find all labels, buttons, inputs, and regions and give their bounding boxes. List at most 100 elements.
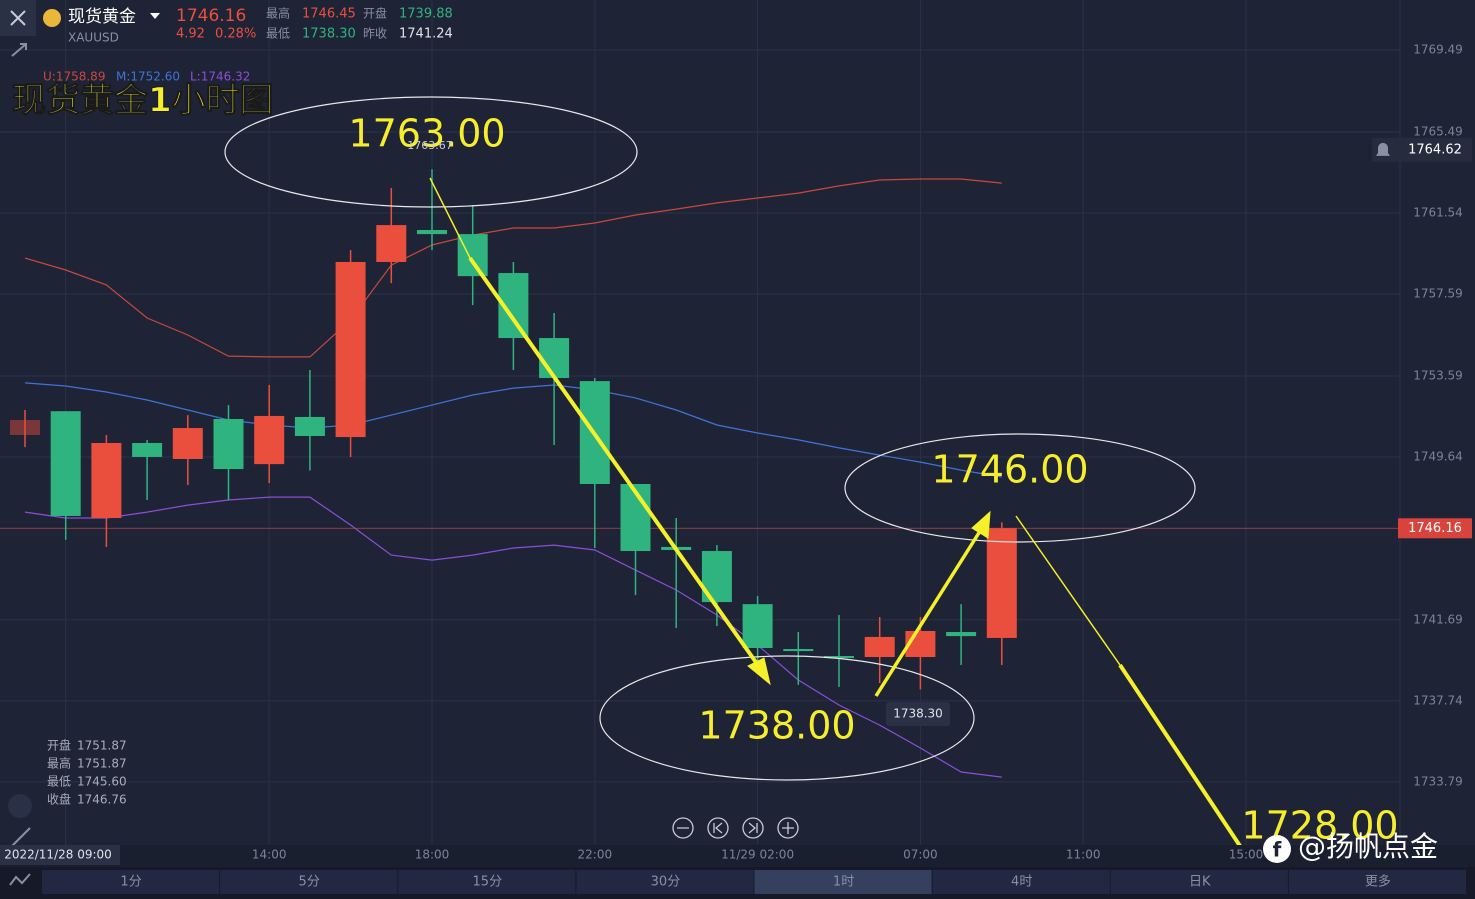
- high-label: 最高: [266, 6, 290, 21]
- candle-body: [91, 442, 122, 519]
- band-line: [24, 496, 1002, 778]
- watermark: @扬帆点金: [1298, 830, 1438, 863]
- alert-tag: [1372, 137, 1472, 162]
- timeframe-button[interactable]: [754, 870, 932, 894]
- timeframes: 1分 5分 15分 30分 1时 4时 日K 更多: [42, 870, 1466, 894]
- timeframe-label: 1分: [120, 875, 141, 890]
- tag-box: [886, 702, 950, 726]
- arrowhead: [971, 510, 991, 539]
- symbol-code: XAUUSD: [68, 31, 119, 45]
- band-line: [24, 178, 1002, 358]
- candle-body: [213, 419, 244, 470]
- close-icon: [10, 10, 26, 26]
- indicator-lower: L:1746.32: [190, 70, 250, 84]
- timeframe-button[interactable]: [42, 870, 220, 894]
- expand-icon[interactable]: [11, 43, 27, 57]
- candle-body: [172, 428, 203, 459]
- open-label: 开盘: [363, 6, 387, 21]
- candle-body: [10, 420, 40, 436]
- y-tick-label: 1761.54: [1413, 205, 1463, 219]
- annotation: 1746.00: [931, 448, 1088, 492]
- arrow: [468, 256, 762, 670]
- change: 4.92: [176, 27, 205, 42]
- facebook-glyph: f: [1273, 838, 1282, 862]
- chart-type-icon[interactable]: [9, 873, 31, 886]
- candle-body: [254, 415, 285, 465]
- timeframe-label: 30分: [651, 875, 681, 890]
- facebook-icon: [1263, 835, 1291, 863]
- y-tick-label: 1741.69: [1413, 612, 1463, 626]
- ellipse: [844, 433, 1196, 543]
- arrow: [429, 177, 471, 259]
- timeframe-label: 15分: [473, 875, 503, 890]
- x-tick-label: 14:00: [252, 848, 287, 862]
- hover-label: 收盘: [47, 792, 71, 807]
- timeframe-label: 5分: [299, 875, 320, 890]
- candle-body: [335, 261, 366, 438]
- candle-body: [824, 655, 854, 659]
- candle-body: [417, 230, 447, 235]
- current-price-label: 1746.16: [1408, 521, 1462, 536]
- hover-time-box: [0, 845, 120, 865]
- timeframe-label: 1时: [833, 875, 854, 890]
- timeframe-button[interactable]: [398, 870, 576, 894]
- timeframe-label: 更多: [1365, 874, 1391, 890]
- first[interactable]: [707, 817, 729, 839]
- hover-label: 开盘: [47, 738, 71, 753]
- alert-price-label: 1764.62: [1408, 142, 1462, 157]
- change-pct: 0.28%: [215, 27, 256, 42]
- arrow: [1118, 663, 1250, 860]
- price: 1746.16: [176, 6, 246, 26]
- y-tick-label: 1757.59: [1413, 286, 1463, 300]
- timeframe-button[interactable]: [932, 870, 1110, 894]
- x-tick-label: 18:00: [415, 848, 450, 862]
- arrows: [429, 177, 1259, 876]
- x-tick-label: 22:00: [578, 848, 613, 862]
- timeframe-button[interactable]: [220, 870, 398, 894]
- timeframe-button[interactable]: [1110, 870, 1288, 894]
- hover-panel: 开盘 1751.87 最高 1751.87 最低 1745.60 收盘 1746.76: [47, 738, 127, 807]
- candle-body: [132, 442, 163, 457]
- low: 1738.30: [302, 27, 356, 42]
- candle-body: [457, 234, 488, 277]
- hover-value: 1746.76: [77, 793, 127, 807]
- prev: 1741.24: [399, 27, 453, 42]
- y-tick-label: 1765.49: [1413, 125, 1463, 139]
- hover-label: 最高: [47, 756, 71, 771]
- timeframe-button[interactable]: [576, 870, 754, 894]
- prev-label: 昨收: [363, 27, 387, 41]
- candle-body: [742, 604, 773, 648]
- ellipses: [224, 96, 1196, 781]
- ellipse: [224, 96, 638, 208]
- dropdown[interactable]: [150, 13, 160, 19]
- candle-body: [946, 632, 977, 637]
- gold-icon: [43, 9, 61, 27]
- zoom-out[interactable]: [672, 817, 694, 839]
- peak-tag: 1763.67: [407, 139, 453, 152]
- overlay-title: 现货黄金1小时图: [12, 81, 274, 121]
- timeframe-label: 日K: [1189, 875, 1211, 890]
- indicator-middle: M:1752.60: [116, 70, 180, 84]
- time-axis-bg: [0, 845, 1475, 867]
- x-tick-label: 07:00: [903, 848, 938, 862]
- annotation: 1763.00: [348, 112, 505, 156]
- candle-body: [986, 528, 1017, 638]
- candle-body: [376, 225, 407, 262]
- last[interactable]: [742, 817, 764, 839]
- y-tick-label: 1769.49: [1413, 43, 1463, 57]
- tool-icon[interactable]: [8, 794, 32, 818]
- draw-icon[interactable]: [9, 827, 31, 849]
- band-line: [24, 382, 1002, 478]
- zoom-in[interactable]: [777, 817, 799, 839]
- timeframe-button[interactable]: [1288, 870, 1466, 894]
- arrow: [1015, 515, 1121, 666]
- candle-body: [294, 416, 325, 437]
- hover-value: 1751.87: [77, 739, 127, 753]
- hover-value: 1751.87: [77, 757, 127, 771]
- timeframe-label: 4时: [1011, 875, 1032, 890]
- alert-bell: [1376, 142, 1390, 156]
- y-tick-label: 1737.74: [1413, 693, 1463, 707]
